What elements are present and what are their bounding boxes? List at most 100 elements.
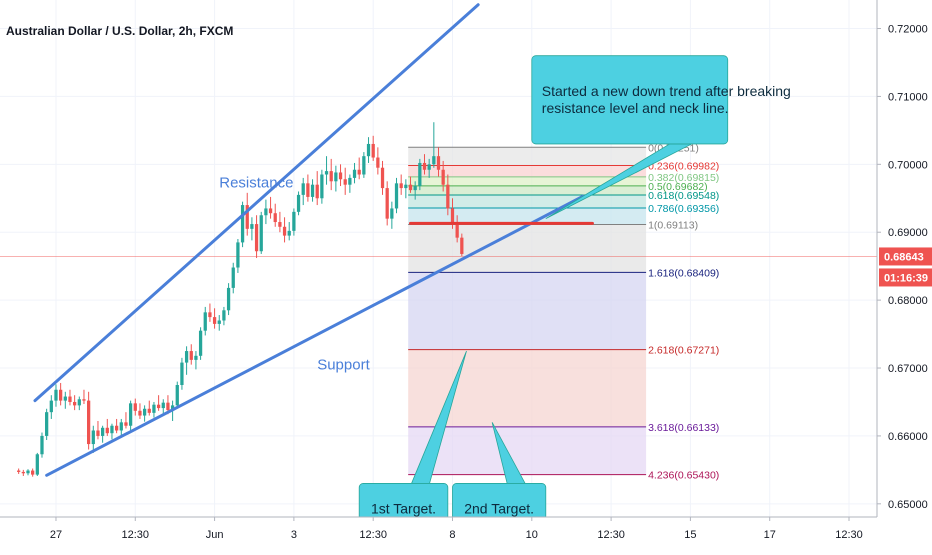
- candle-body[interactable]: [254, 224, 259, 252]
- candle-body[interactable]: [124, 422, 128, 426]
- candle-body[interactable]: [441, 169, 445, 185]
- candle-body[interactable]: [91, 430, 95, 445]
- candle-body[interactable]: [352, 169, 357, 178]
- candle-body[interactable]: [324, 171, 329, 175]
- candle-body[interactable]: [455, 222, 459, 238]
- candle-body[interactable]: [306, 183, 310, 197]
- candle-body[interactable]: [264, 208, 268, 216]
- candle-body[interactable]: [343, 179, 347, 185]
- candle-body[interactable]: [152, 404, 156, 413]
- candle-body[interactable]: [59, 389, 63, 401]
- candle-body[interactable]: [385, 188, 389, 219]
- candle-body[interactable]: [73, 401, 77, 406]
- candle-body[interactable]: [329, 171, 333, 182]
- candle-body[interactable]: [175, 385, 179, 406]
- resistance-line[interactable]: [33, 3, 480, 403]
- candle-body[interactable]: [315, 184, 319, 199]
- candle-body[interactable]: [77, 399, 81, 406]
- candle-body[interactable]: [418, 162, 422, 187]
- candle-body[interactable]: [432, 156, 436, 165]
- candle-body[interactable]: [35, 454, 39, 475]
- candle-body[interactable]: [436, 156, 441, 170]
- candle-body[interactable]: [21, 471, 25, 474]
- candle-body[interactable]: [380, 167, 385, 189]
- candle-body[interactable]: [268, 208, 273, 214]
- candle-body[interactable]: [45, 412, 49, 436]
- candle-body[interactable]: [320, 174, 324, 199]
- candle-body[interactable]: [250, 224, 254, 229]
- candle-body[interactable]: [128, 403, 133, 426]
- candle-body[interactable]: [357, 169, 361, 175]
- candle-body[interactable]: [49, 400, 53, 413]
- candle-body[interactable]: [105, 427, 109, 434]
- candle-body[interactable]: [208, 312, 212, 318]
- candle-body[interactable]: [119, 422, 123, 431]
- candle-body[interactable]: [110, 425, 114, 434]
- candle-body[interactable]: [100, 427, 105, 436]
- candle-body[interactable]: [166, 402, 170, 411]
- candle-body[interactable]: [394, 183, 399, 209]
- support-line[interactable]: [45, 194, 585, 477]
- candle-body[interactable]: [446, 184, 450, 209]
- candle-body[interactable]: [96, 430, 100, 436]
- candle-body[interactable]: [63, 396, 67, 401]
- candle-body[interactable]: [376, 157, 380, 168]
- candle-body[interactable]: [245, 205, 249, 229]
- candle-body[interactable]: [240, 205, 245, 243]
- candle-body[interactable]: [161, 402, 165, 409]
- candle-body[interactable]: [362, 156, 366, 175]
- candle-body[interactable]: [170, 405, 175, 411]
- candle-body[interactable]: [147, 408, 151, 413]
- candle-body[interactable]: [184, 351, 189, 363]
- candle-body[interactable]: [348, 177, 352, 185]
- candle-body[interactable]: [226, 287, 231, 311]
- candle-body[interactable]: [450, 208, 455, 223]
- candle-body[interactable]: [278, 222, 282, 227]
- candle-body[interactable]: [31, 470, 35, 475]
- candle-body[interactable]: [82, 399, 86, 401]
- candle-body[interactable]: [404, 184, 408, 189]
- candle-body[interactable]: [26, 470, 30, 474]
- candle-body[interactable]: [180, 362, 184, 385]
- candle-body[interactable]: [87, 400, 91, 445]
- candle-body[interactable]: [292, 211, 296, 231]
- candle-body[interactable]: [334, 172, 338, 182]
- candle-body[interactable]: [133, 403, 137, 411]
- candle-body[interactable]: [236, 242, 240, 268]
- candle-body[interactable]: [296, 194, 301, 212]
- candle-body[interactable]: [460, 237, 464, 254]
- candle-body[interactable]: [287, 230, 291, 236]
- candle-body[interactable]: [310, 184, 315, 197]
- candle-body[interactable]: [338, 172, 343, 180]
- candle-body[interactable]: [222, 310, 226, 321]
- candle-body[interactable]: [259, 215, 263, 252]
- candle-body[interactable]: [273, 213, 277, 223]
- candle-body[interactable]: [189, 351, 193, 360]
- candle-body[interactable]: [422, 162, 427, 170]
- candle-body[interactable]: [371, 143, 375, 158]
- candle-body[interactable]: [114, 425, 119, 431]
- candle-body[interactable]: [408, 184, 413, 191]
- candle-body[interactable]: [40, 435, 44, 455]
- candle-body[interactable]: [156, 404, 161, 409]
- candle-body[interactable]: [198, 330, 203, 356]
- candle-body[interactable]: [301, 183, 305, 195]
- candle-body[interactable]: [231, 267, 235, 288]
- candle-body[interactable]: [282, 226, 287, 236]
- candle-body[interactable]: [142, 408, 147, 416]
- candle-body[interactable]: [203, 312, 207, 331]
- candle-body[interactable]: [399, 183, 403, 189]
- candle-body[interactable]: [138, 410, 142, 416]
- candle-body[interactable]: [17, 470, 21, 472]
- candle-body[interactable]: [413, 186, 417, 191]
- candle-body[interactable]: [54, 389, 58, 401]
- candle-body[interactable]: [427, 164, 431, 170]
- candle-body[interactable]: [390, 208, 394, 219]
- candle-body[interactable]: [366, 143, 371, 157]
- candle-body[interactable]: [217, 320, 221, 324]
- candle-body[interactable]: [68, 396, 72, 402]
- candle-body[interactable]: [212, 317, 217, 324]
- candle-body[interactable]: [194, 355, 198, 360]
